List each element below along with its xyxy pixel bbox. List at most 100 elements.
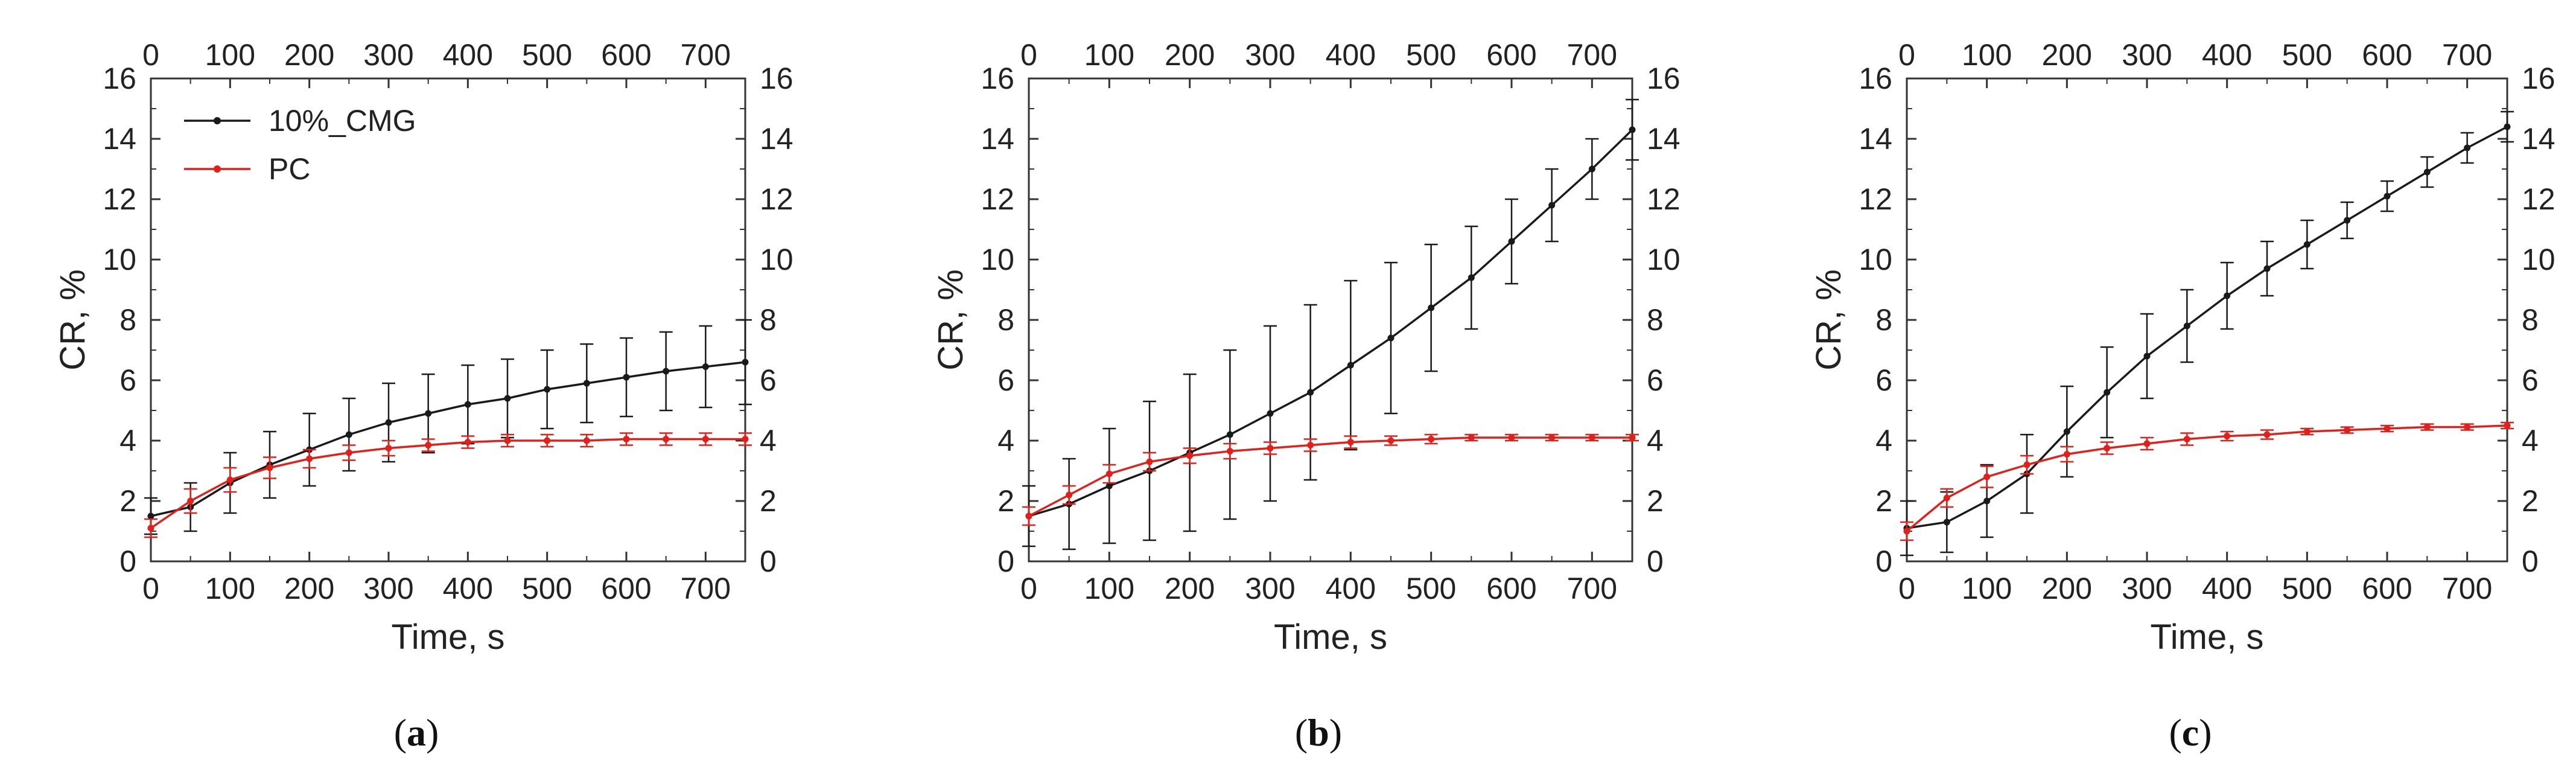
y-tick-label-right: 16	[1647, 62, 1681, 95]
chart-panel-b: 0010010020020030030040040050050060060070…	[931, 38, 1681, 754]
legend-marker	[214, 117, 221, 124]
data-point	[2504, 422, 2511, 429]
y-tick-label-right: 10	[1647, 243, 1681, 276]
data-point	[663, 436, 670, 442]
y-tick-label-right: 12	[1647, 182, 1681, 216]
y-tick-label-right: 6	[1647, 363, 1664, 397]
x-tick-label: 0	[142, 572, 159, 605]
panel-label: (a)	[394, 711, 439, 754]
data-point	[742, 359, 749, 366]
legend-label: 10%_CMG	[269, 104, 416, 138]
data-point	[623, 436, 630, 442]
y-tick-label-right: 4	[760, 424, 777, 458]
plot-frame	[1906, 77, 2508, 563]
y-tick-label-right: 8	[760, 303, 777, 337]
data-point	[2464, 424, 2471, 430]
data-point	[1387, 437, 1395, 444]
chart-panel-a: 0010010020020030030040040050050060060070…	[53, 38, 793, 754]
data-point	[2224, 292, 2231, 299]
x-tick-label: 100	[205, 572, 255, 605]
x-tick-label-top: 0	[1020, 38, 1037, 72]
series-line	[1028, 129, 1633, 517]
y-tick-label: 2	[119, 484, 136, 518]
data-point	[1629, 126, 1636, 133]
data-point	[1508, 238, 1515, 245]
y-tick-label: 4	[1875, 424, 1892, 458]
x-tick-label-top: 400	[1326, 38, 1376, 72]
y-tick-label: 8	[997, 303, 1014, 337]
x-axis-label: Time, s	[392, 617, 505, 657]
y-tick-label: 10	[1859, 243, 1892, 276]
data-point	[2303, 428, 2310, 435]
data-point	[2104, 389, 2111, 396]
series-line	[1906, 126, 2508, 529]
data-point	[2423, 168, 2431, 176]
data-point	[544, 437, 551, 444]
data-point	[147, 525, 154, 532]
y-tick-label: 0	[1875, 544, 1892, 578]
legend-label: PC	[269, 152, 310, 186]
x-tick-label: 200	[284, 572, 334, 605]
x-tick-label: 400	[2202, 572, 2252, 605]
y-tick-label: 12	[103, 182, 136, 216]
data-point	[1548, 434, 1556, 441]
panel-label-open: (	[2169, 711, 2181, 754]
x-tick-label-top: 0	[1898, 38, 1915, 72]
plot-frame	[150, 77, 746, 563]
x-tick-label: 200	[2042, 572, 2092, 605]
x-tick-label-top: 700	[2442, 38, 2492, 72]
data-point	[544, 386, 551, 393]
x-tick-label-top: 300	[363, 38, 413, 72]
y-tick-label: 0	[997, 544, 1014, 578]
x-tick-label: 700	[1567, 572, 1617, 605]
data-point	[1548, 202, 1556, 209]
x-tick-label-top: 200	[284, 38, 334, 72]
data-point	[226, 476, 234, 483]
y-tick-label-right: 6	[2522, 363, 2539, 397]
panel-label: (c)	[2169, 711, 2212, 754]
series-0	[1900, 110, 2514, 557]
y-tick-label-right: 14	[2522, 122, 2555, 156]
y-tick-label-right: 0	[2522, 544, 2539, 578]
data-point	[583, 380, 590, 387]
data-point	[1428, 304, 1435, 311]
x-tick-label-top: 500	[1406, 38, 1456, 72]
x-tick-label-top: 200	[1165, 38, 1215, 72]
x-tick-label-top: 600	[1486, 38, 1536, 72]
data-point	[1105, 470, 1113, 477]
data-point	[425, 410, 432, 417]
data-point	[425, 442, 432, 448]
data-point	[663, 368, 670, 375]
x-tick-label: 600	[601, 572, 651, 605]
x-tick-label: 200	[1165, 572, 1215, 605]
data-point	[1983, 473, 1991, 480]
x-tick-label-top: 600	[2362, 38, 2412, 72]
data-point	[1186, 452, 1194, 459]
data-point	[464, 439, 471, 445]
data-point	[504, 437, 511, 444]
data-point	[1508, 434, 1515, 441]
data-point	[385, 419, 392, 426]
data-point	[1468, 434, 1475, 441]
y-tick-label-right: 12	[2522, 182, 2555, 216]
x-tick-label-top: 500	[2282, 38, 2332, 72]
data-point	[2423, 424, 2431, 430]
data-point	[583, 437, 590, 444]
x-tick-label: 400	[443, 572, 493, 605]
y-tick-label-right: 4	[2522, 424, 2539, 458]
data-point	[147, 512, 154, 520]
y-tick-label: 16	[103, 62, 136, 95]
data-point	[623, 374, 630, 381]
x-tick-label-top: 200	[2042, 38, 2092, 72]
data-point	[1307, 389, 1314, 396]
x-tick-label: 300	[2122, 572, 2172, 605]
y-tick-label-right: 16	[2522, 62, 2555, 95]
panel-label-letter: c	[2182, 711, 2199, 754]
x-tick-label: 600	[2362, 572, 2412, 605]
y-tick-label-right: 8	[2522, 303, 2539, 337]
y-axis-label: CR, %	[931, 269, 970, 371]
x-tick-label-top: 300	[2122, 38, 2172, 72]
x-tick-label: 100	[1962, 572, 2012, 605]
data-point	[2104, 445, 2111, 452]
data-point	[1468, 274, 1475, 281]
